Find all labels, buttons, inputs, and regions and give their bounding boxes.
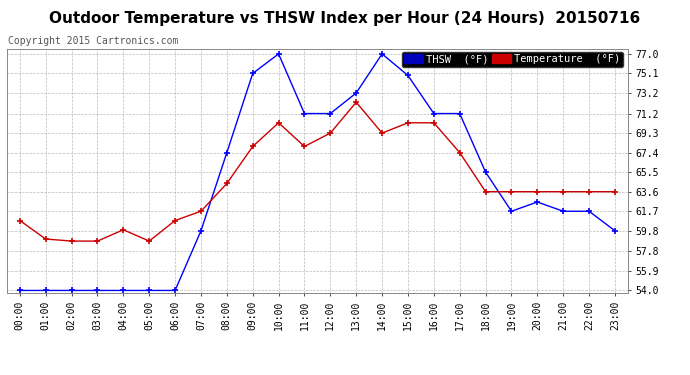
Legend: THSW  (°F), Temperature  (°F): THSW (°F), Temperature (°F) [402,51,622,67]
Text: Outdoor Temperature vs THSW Index per Hour (24 Hours)  20150716: Outdoor Temperature vs THSW Index per Ho… [50,11,640,26]
Text: Copyright 2015 Cartronics.com: Copyright 2015 Cartronics.com [8,36,179,46]
